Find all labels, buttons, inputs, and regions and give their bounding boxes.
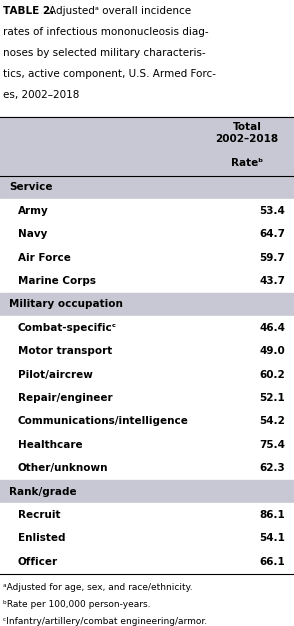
Text: 75.4: 75.4	[259, 440, 285, 449]
Text: Combat-specificᶜ: Combat-specificᶜ	[18, 323, 117, 333]
Bar	[0, 550, 294, 573]
Bar	[0, 175, 294, 199]
Bar	[0, 433, 294, 456]
Text: 43.7: 43.7	[259, 276, 285, 286]
Text: Communications/intelligence: Communications/intelligence	[18, 416, 188, 426]
Text: 66.1: 66.1	[259, 557, 285, 567]
Text: es, 2002–2018: es, 2002–2018	[3, 90, 79, 100]
Bar	[0, 503, 294, 526]
Text: rates of infectious mononucleosis diag-: rates of infectious mononucleosis diag-	[3, 27, 208, 37]
Text: 64.7: 64.7	[259, 229, 285, 239]
Bar	[0, 199, 294, 222]
Text: Rank/grade: Rank/grade	[9, 486, 76, 496]
Bar	[0, 526, 294, 550]
Text: Total
2002–2018: Total 2002–2018	[216, 122, 278, 145]
Text: Officer: Officer	[18, 557, 58, 567]
Bar	[0, 316, 294, 339]
Bar	[0, 480, 294, 503]
Text: Enlisted: Enlisted	[18, 533, 65, 543]
Bar	[0, 292, 294, 316]
Text: Motor transport: Motor transport	[18, 346, 112, 356]
Bar	[0, 117, 294, 175]
Text: Recruit: Recruit	[18, 510, 60, 520]
Text: 46.4: 46.4	[259, 323, 285, 333]
Text: Adjustedᵃ overall incidence: Adjustedᵃ overall incidence	[49, 6, 191, 16]
Text: Pilot/aircrew: Pilot/aircrew	[18, 369, 93, 379]
Text: Navy: Navy	[18, 229, 47, 239]
Text: 49.0: 49.0	[259, 346, 285, 356]
Text: 54.2: 54.2	[259, 416, 285, 426]
Bar	[0, 386, 294, 409]
Bar	[0, 246, 294, 269]
Text: Military occupation: Military occupation	[9, 299, 123, 309]
Text: 53.4: 53.4	[259, 206, 285, 216]
Text: 60.2: 60.2	[259, 369, 285, 379]
Text: Marine Corps: Marine Corps	[18, 276, 96, 286]
Text: ᵇRate per 100,000 person-years.: ᵇRate per 100,000 person-years.	[3, 600, 151, 609]
Text: Air Force: Air Force	[18, 252, 71, 262]
Text: 62.3: 62.3	[259, 463, 285, 473]
Bar	[0, 339, 294, 363]
Text: 52.1: 52.1	[259, 393, 285, 403]
Text: Service: Service	[9, 182, 52, 192]
Text: TABLE 2.: TABLE 2.	[3, 6, 54, 16]
Text: Healthcare: Healthcare	[18, 440, 82, 449]
Bar	[0, 269, 294, 292]
Text: 59.7: 59.7	[259, 252, 285, 262]
Text: 86.1: 86.1	[259, 510, 285, 520]
Bar	[0, 409, 294, 433]
Text: Army: Army	[18, 206, 49, 216]
Text: Other/unknown: Other/unknown	[18, 463, 108, 473]
Text: Repair/engineer: Repair/engineer	[18, 393, 112, 403]
Text: tics, active component, U.S. Armed Forc-: tics, active component, U.S. Armed Forc-	[3, 69, 216, 79]
Text: ᵃAdjusted for age, sex, and race/ethnicity.: ᵃAdjusted for age, sex, and race/ethnici…	[3, 583, 193, 592]
Bar	[0, 363, 294, 386]
Text: ᶜInfantry/artillery/combat engineering/armor.: ᶜInfantry/artillery/combat engineering/a…	[3, 617, 207, 626]
Bar	[0, 222, 294, 246]
Bar	[0, 456, 294, 480]
Text: noses by selected military characteris-: noses by selected military characteris-	[3, 48, 206, 58]
Text: 54.1: 54.1	[259, 533, 285, 543]
Text: Rateᵇ: Rateᵇ	[231, 158, 263, 168]
